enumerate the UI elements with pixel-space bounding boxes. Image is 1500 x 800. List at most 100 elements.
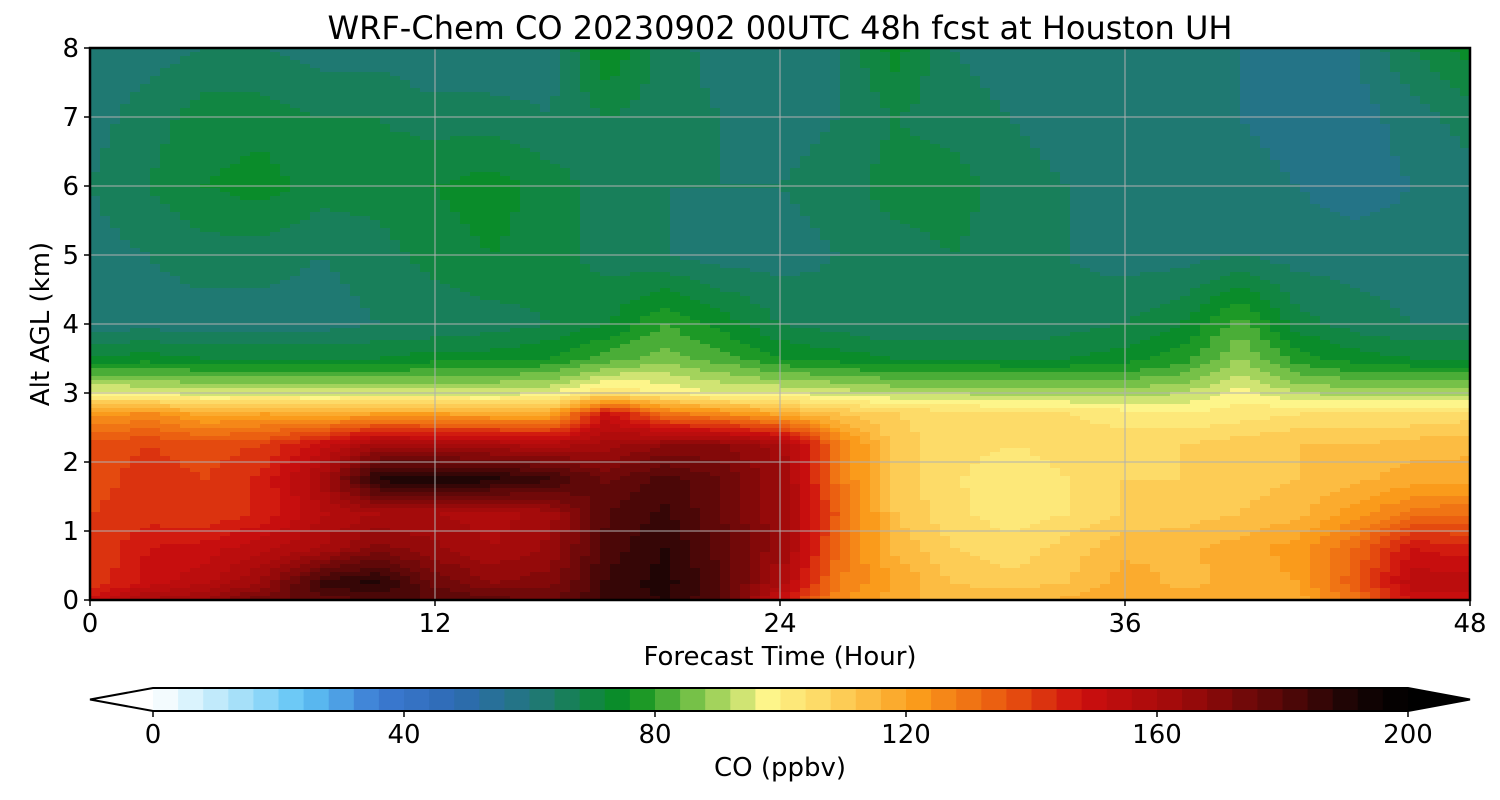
- heatmap-cell: [700, 88, 711, 93]
- heatmap-cell: [470, 68, 481, 73]
- heatmap-cell: [1200, 116, 1211, 121]
- heatmap-cell: [310, 188, 321, 193]
- heatmap-cell: [1180, 100, 1191, 105]
- heatmap-cell: [880, 108, 891, 113]
- heatmap-cell: [600, 120, 611, 125]
- heatmap-cell: [100, 148, 111, 153]
- heatmap-cell: [1380, 92, 1391, 97]
- heatmap-cell: [950, 76, 961, 81]
- heatmap-cell: [650, 140, 661, 145]
- heatmap-cell: [90, 152, 101, 157]
- heatmap-cell: [1030, 148, 1041, 153]
- heatmap-cell: [560, 68, 571, 73]
- heatmap-cell: [420, 116, 431, 121]
- heatmap-cell: [600, 180, 611, 185]
- heatmap-cell: [130, 132, 141, 137]
- heatmap-cell: [230, 64, 241, 69]
- heatmap-cell: [520, 172, 531, 177]
- heatmap-cell: [1430, 68, 1441, 73]
- heatmap-cell: [580, 68, 591, 73]
- heatmap-cell: [420, 188, 431, 193]
- heatmap-cell: [230, 164, 241, 169]
- heatmap-cell: [950, 124, 961, 129]
- heatmap-cell: [710, 72, 721, 77]
- heatmap-cell: [680, 144, 691, 149]
- heatmap-cell: [1260, 112, 1271, 117]
- heatmap-cell: [840, 76, 851, 81]
- heatmap-cell: [940, 84, 951, 89]
- heatmap-cell: [900, 136, 911, 141]
- heatmap-cell: [1130, 132, 1141, 137]
- heatmap-cell: [150, 84, 161, 89]
- heatmap-cell: [340, 116, 351, 121]
- heatmap-cell: [1030, 172, 1041, 177]
- heatmap-cell: [1020, 168, 1031, 173]
- heatmap-cell: [550, 76, 561, 81]
- heatmap-cell: [1230, 176, 1241, 181]
- heatmap-cell: [510, 188, 521, 193]
- heatmap-cell: [1050, 60, 1061, 65]
- heatmap-cell: [1070, 88, 1081, 93]
- heatmap-cell: [750, 168, 761, 173]
- heatmap-cell: [1260, 160, 1271, 165]
- heatmap-cell: [830, 72, 841, 77]
- heatmap-cell: [1360, 68, 1371, 73]
- heatmap-cell: [990, 168, 1001, 173]
- heatmap-cell: [700, 104, 711, 109]
- heatmap-cell: [1260, 152, 1271, 157]
- heatmap-cell: [1110, 100, 1121, 105]
- heatmap-cell: [1390, 64, 1401, 69]
- heatmap-cell: [330, 56, 341, 61]
- heatmap-cell: [1110, 92, 1121, 97]
- heatmap-cell: [1000, 120, 1011, 125]
- heatmap-cell: [1400, 64, 1411, 69]
- heatmap-cell: [290, 164, 301, 169]
- heatmap-cell: [220, 176, 231, 181]
- heatmap-cell: [1260, 156, 1271, 161]
- heatmap-cell: [990, 48, 1001, 53]
- heatmap-cell: [440, 120, 451, 125]
- heatmap-cell: [1340, 64, 1351, 69]
- heatmap-cell: [650, 136, 661, 141]
- heatmap-cell: [1140, 180, 1151, 185]
- heatmap-cell: [1150, 84, 1161, 89]
- heatmap-cell: [1340, 160, 1351, 165]
- heatmap-cell: [570, 164, 581, 169]
- heatmap-cell: [970, 112, 981, 117]
- heatmap-cell: [1280, 188, 1291, 193]
- heatmap-cell: [1070, 168, 1081, 173]
- heatmap-cell: [600, 88, 611, 93]
- heatmap-cell: [920, 188, 931, 193]
- heatmap-cell: [1210, 168, 1221, 173]
- heatmap-cell: [1260, 88, 1271, 93]
- heatmap-cell: [560, 148, 571, 153]
- heatmap-cell: [800, 136, 811, 141]
- heatmap-cell: [1140, 188, 1151, 193]
- heatmap-cell: [410, 88, 421, 93]
- heatmap-cell: [1150, 180, 1161, 185]
- heatmap-cell: [870, 76, 881, 81]
- heatmap-cell: [810, 144, 821, 149]
- heatmap-cell: [1290, 80, 1301, 85]
- heatmap-cell: [1400, 180, 1411, 185]
- heatmap-cell: [1400, 128, 1411, 133]
- heatmap-cell: [610, 128, 621, 133]
- heatmap-cell: [1180, 60, 1191, 65]
- heatmap-cell: [810, 64, 821, 69]
- heatmap-cell: [820, 116, 831, 121]
- heatmap-cell: [1440, 88, 1451, 93]
- heatmap-cell: [1300, 156, 1311, 161]
- heatmap-cell: [780, 172, 791, 177]
- heatmap-cell: [370, 132, 381, 137]
- heatmap-cell: [560, 188, 571, 193]
- heatmap-cell: [950, 176, 961, 181]
- heatmap-cell: [990, 112, 1001, 117]
- heatmap-cell: [540, 64, 551, 69]
- heatmap-cell: [370, 156, 381, 161]
- heatmap-cell: [310, 80, 321, 85]
- heatmap-cell: [970, 100, 981, 105]
- heatmap-cell: [930, 140, 941, 145]
- heatmap-cell: [230, 60, 241, 65]
- heatmap-cell: [1020, 176, 1031, 181]
- heatmap-cell: [1390, 48, 1401, 53]
